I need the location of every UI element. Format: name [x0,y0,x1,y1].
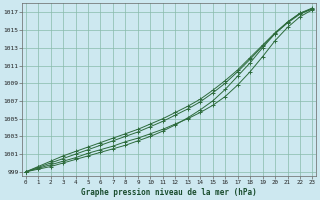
X-axis label: Graphe pression niveau de la mer (hPa): Graphe pression niveau de la mer (hPa) [81,188,257,197]
